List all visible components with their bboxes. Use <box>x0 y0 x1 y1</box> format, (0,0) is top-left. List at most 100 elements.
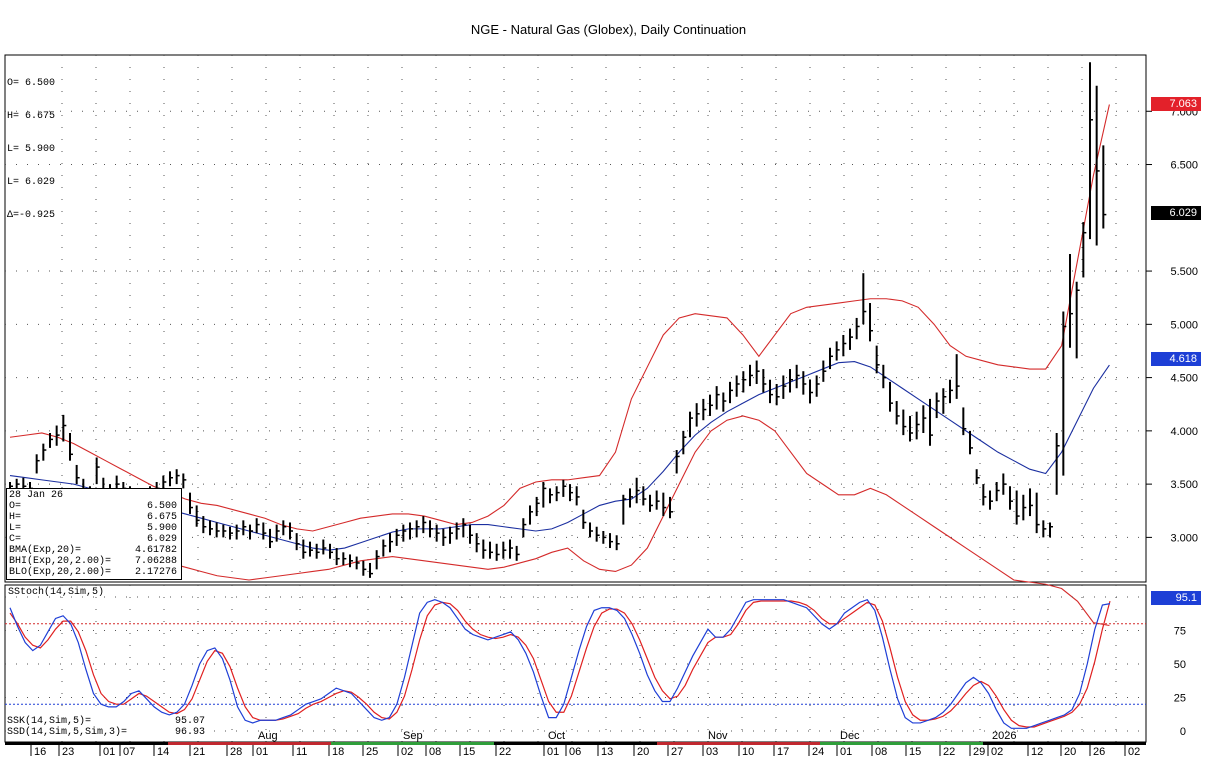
ohlc-value: 6.500 <box>25 78 56 89</box>
day-label: 15 <box>909 746 921 758</box>
day-label: 18 <box>332 746 344 758</box>
day-label: 22 <box>499 746 511 758</box>
row-value: 4.61782 <box>134 545 177 556</box>
day-label: 08 <box>429 746 441 758</box>
month-band-segment <box>5 742 168 745</box>
price-panel-frame <box>4 54 1147 583</box>
last-price-tag: 6.029 <box>1151 206 1201 220</box>
ohlc-value: 5.900 <box>25 144 56 155</box>
month-label: Dec <box>840 730 860 742</box>
day-label: 12 <box>1031 746 1043 758</box>
price-tick-label: 3.500 <box>1170 479 1198 491</box>
ohlc-row-high: H= 6.675 <box>7 111 55 122</box>
price-tick-label: 5.000 <box>1170 319 1198 331</box>
stoch-axis: 75 50 25 0 <box>1174 626 1186 739</box>
day-label: 02 <box>991 746 1003 758</box>
month-band-segment <box>657 742 820 745</box>
day-label: 01 <box>256 746 268 758</box>
ohlc-value: 6.675 <box>25 111 56 122</box>
row-value: 5.900 <box>146 523 177 534</box>
day-label: 15 <box>463 746 475 758</box>
stoch-k-line <box>9 598 1111 729</box>
month-label: 2026 <box>992 730 1016 742</box>
day-label: 01 <box>840 746 852 758</box>
row-value: 96.93 <box>174 727 205 738</box>
month-band-segment <box>331 742 494 745</box>
bollinger-upper-band <box>9 104 1110 532</box>
stoch-tick-label: 0 <box>1180 726 1186 738</box>
data-window-date: 28 Jan 26 <box>9 490 64 501</box>
data-window-row: C= 6.029 <box>9 534 181 545</box>
day-label: 02 <box>1128 746 1140 758</box>
day-label: 25 <box>366 746 378 758</box>
day-label: 22 <box>943 746 955 758</box>
stoch-values: SSK(14,Sim,5)= 95.07 SSD(14,Sim,5,Sim,3)=… <box>7 716 209 738</box>
day-label: 29 <box>973 746 985 758</box>
month-band-segment <box>494 742 657 745</box>
day-label: 01 <box>103 746 115 758</box>
data-window-row: O= 6.500 <box>9 501 181 512</box>
day-label: 06 <box>569 746 581 758</box>
day-label: 27 <box>671 746 683 758</box>
day-label: 07 <box>123 746 135 758</box>
ohlc-label: O= <box>7 78 20 89</box>
month-label: Aug <box>258 730 278 742</box>
stoch-tick-label: 75 <box>1174 626 1186 638</box>
day-label: 26 <box>1093 746 1105 758</box>
row-value: 7.06288 <box>134 556 177 567</box>
day-label: 11 <box>296 746 307 758</box>
day-label: 21 <box>193 746 205 758</box>
ohlc-bars <box>9 62 1107 578</box>
bollinger-moving-average <box>9 361 1110 551</box>
day-label: 17 <box>777 746 789 758</box>
day-label: 23 <box>62 746 74 758</box>
day-label: 03 <box>706 746 718 758</box>
day-label: 01 <box>547 746 559 758</box>
ohlc-value: -0.925 <box>19 210 56 221</box>
stoch-d-line <box>9 600 1111 728</box>
ohlc-label: L= <box>7 144 20 155</box>
ohlc-summary: O= 6.500 H= 6.675 L= 5.900 L= 6.029 Δ=-0… <box>7 56 55 232</box>
row-label: BLO(Exp,20,2.00)= <box>9 567 112 578</box>
ssd-row: SSD(14,Sim,5,Sim,3)= 96.93 <box>7 727 209 738</box>
price-tick-label: 3.000 <box>1170 532 1198 544</box>
row-label: SSD(14,Sim,5,Sim,3)= <box>7 727 128 738</box>
month-label: Nov <box>708 730 728 742</box>
day-label: 10 <box>742 746 754 758</box>
day-label: 02 <box>401 746 413 758</box>
data-window: 28 Jan 26 O= 6.500 H= 6.675 L= 5.900 C= 6.02… <box>6 488 182 580</box>
stoch-lines <box>9 598 1111 729</box>
day-label: 20 <box>1064 746 1076 758</box>
ohlc-label: L= <box>7 177 20 188</box>
ohlc-row-low: L= 5.900 <box>7 144 55 155</box>
row-label: O= <box>9 501 22 512</box>
day-label: 20 <box>637 746 649 758</box>
row-label: L= <box>9 523 22 534</box>
data-window-row: H= 6.675 <box>9 512 181 523</box>
row-label: BHI(Exp,20,2.00)= <box>9 556 112 567</box>
price-tick-label: 4.000 <box>1170 426 1198 438</box>
day-label: 28 <box>230 746 242 758</box>
data-window-row: BHI(Exp,20,2.00)= 7.06288 <box>9 556 181 567</box>
data-window-row: BMA(Exp,20)= 4.61782 <box>9 545 181 556</box>
bollinger-bands <box>9 104 1110 627</box>
row-label: BMA(Exp,20)= <box>9 545 82 556</box>
stoch-k-tag: 95.1 <box>1151 591 1201 605</box>
ohlc-value: 6.029 <box>25 177 56 188</box>
day-label: 13 <box>601 746 613 758</box>
stoch-title: SStoch(14,Sim,5) <box>8 587 105 598</box>
row-value: 6.500 <box>146 501 177 512</box>
row-label: C= <box>9 534 22 545</box>
month-label: Sep <box>403 730 423 742</box>
month-band-segment <box>820 742 983 745</box>
day-label: 24 <box>812 746 824 758</box>
month-band-segment <box>168 742 331 745</box>
row-value: 6.029 <box>146 534 177 545</box>
row-value: 6.675 <box>146 512 177 523</box>
bma-price-tag: 4.618 <box>1151 352 1201 366</box>
day-label: 14 <box>157 746 169 758</box>
row-label: H= <box>9 512 22 523</box>
ohlc-label: H= <box>7 111 20 122</box>
